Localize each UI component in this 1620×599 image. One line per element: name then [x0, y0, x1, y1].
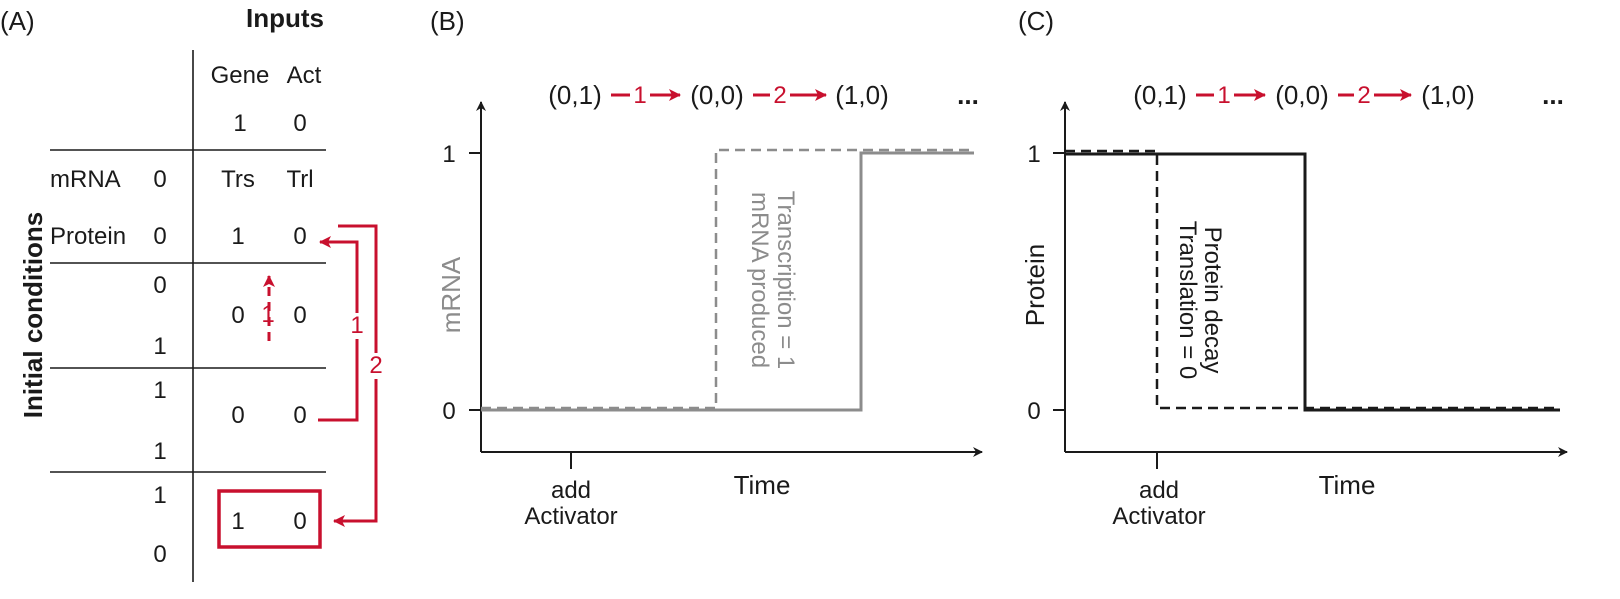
outer-arrow-label: 2: [369, 352, 382, 379]
protein-annotation-line-1: Protein decay: [1199, 227, 1226, 374]
initial-conditions-label: Initial conditions: [18, 212, 48, 419]
output-header-trl: Trl: [286, 166, 313, 193]
step3-state-protein: 0: [153, 541, 166, 568]
row-label-protein: Protein: [50, 223, 126, 250]
x-tick-label-add: add: [1139, 477, 1179, 504]
y-tick-label-1: 1: [442, 141, 455, 168]
row-label-mrna: mRNA: [50, 166, 121, 193]
y-tick-label-1: 1: [1027, 141, 1040, 168]
step1-state-protein: 1: [153, 333, 166, 360]
y-tick-label-0: 0: [442, 398, 455, 425]
protein-annotation-line-2: Translation = 0: [1174, 221, 1201, 380]
sequence-ellipsis: ...: [1542, 80, 1564, 110]
y-axis-label: Protein: [1020, 244, 1050, 326]
mrna-solid-trace: [481, 151, 974, 412]
col-header-gene: Gene: [211, 62, 270, 89]
sequence-state-1: (0,1): [548, 80, 601, 110]
sequence-arrow-label-bg: [1214, 82, 1234, 108]
x-tick-label-activator: Activator: [524, 503, 617, 530]
sequence-arrow-label-1: 1: [633, 82, 646, 109]
panel-c: (C) (0,1) 1 (0,0) 2 (1,0) ... 1 0 Protei…: [1018, 6, 1568, 530]
sequence-arrow-label-bg: [630, 82, 650, 108]
step1-output-trs: 0: [231, 302, 244, 329]
step0-output-trl: 0: [293, 223, 306, 250]
output-header-trs: Trs: [221, 166, 255, 193]
panel-a-label: (A): [0, 6, 35, 36]
mrna-annotation-line-1: mRNA produced: [746, 192, 773, 368]
outer-arrow-label-bg: [368, 353, 384, 379]
step3-output-trs: 1: [231, 508, 244, 535]
dashed-arrow-label: 1: [261, 301, 274, 328]
panel-c-label: (C): [1018, 6, 1054, 36]
x-axis-label: Time: [734, 470, 791, 500]
panel-b: (B) (0,1) 1 (0,0) 2 (1,0) ... 1 0 mRNA a…: [430, 6, 983, 530]
sequence-state-2: (0,0): [690, 80, 743, 110]
step2-output-trl: 0: [293, 402, 306, 429]
init-value-protein: 0: [153, 223, 166, 250]
step2-state-mrna: 1: [153, 377, 166, 404]
protein-dashed-trace: [1065, 149, 1560, 410]
step3-state-mrna: 1: [153, 482, 166, 509]
sequence-arrow-label-1: 1: [1217, 82, 1230, 109]
panel-b-label: (B): [430, 6, 465, 36]
sequence-arrow-label-2: 2: [1357, 82, 1370, 109]
x-tick-label-add: add: [551, 477, 591, 504]
y-tick-label-0: 0: [1027, 398, 1040, 425]
col-header-act: Act: [287, 62, 322, 89]
step3-output-trl: 0: [293, 508, 306, 535]
inner-arrow-label: 1: [350, 312, 363, 339]
sequence-state-3: (1,0): [835, 80, 888, 110]
highlight-box: [217, 489, 322, 549]
sequence-ellipsis: ...: [957, 80, 979, 110]
panel-a: (A) Inputs Initial conditions Gene Act 1…: [0, 3, 384, 582]
inner-arrow-label-bg: [349, 313, 365, 339]
x-axis-label: Time: [1319, 470, 1376, 500]
sequence-state-3: (1,0): [1421, 80, 1474, 110]
mrna-annotation-line-2: Transcription = 1: [772, 191, 799, 370]
sequence-arrow-label-bg: [1354, 82, 1374, 108]
protein-solid-trace: [1065, 152, 1560, 412]
init-value-mrna: 0: [153, 166, 166, 193]
sequence-state-2: (0,0): [1275, 80, 1328, 110]
inputs-title: Inputs: [246, 3, 324, 33]
step2-state-protein: 1: [153, 438, 166, 465]
sequence-arrow-label-bg: [770, 82, 790, 108]
input-value-gene: 1: [233, 110, 246, 137]
step1-state-mrna: 0: [153, 272, 166, 299]
sequence-arrow-label-2: 2: [773, 82, 786, 109]
step0-output-trs: 1: [231, 223, 244, 250]
y-axis-label: mRNA: [436, 256, 466, 333]
input-value-act: 0: [293, 110, 306, 137]
mrna-dashed-trace: [481, 148, 974, 410]
step1-output-trl: 0: [293, 302, 306, 329]
sequence-state-1: (0,1): [1133, 80, 1186, 110]
step2-output-trs: 0: [231, 402, 244, 429]
x-tick-label-activator: Activator: [1112, 503, 1205, 530]
